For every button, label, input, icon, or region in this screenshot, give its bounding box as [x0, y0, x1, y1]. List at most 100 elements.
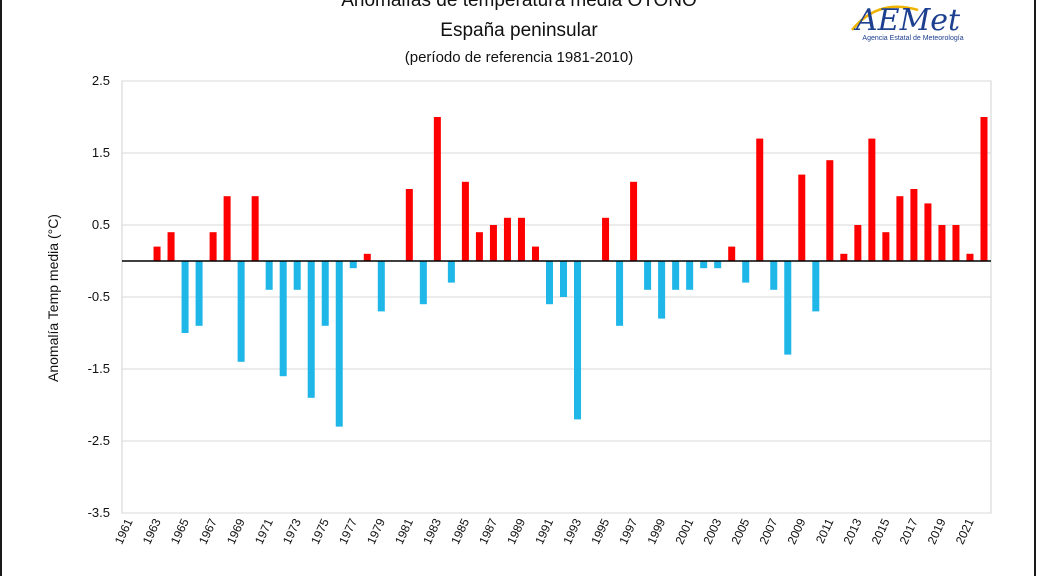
bar-1968 [223, 196, 231, 261]
x-tick-label: 2003 [700, 516, 724, 546]
bar-1992 [560, 261, 568, 297]
bar-2010 [812, 261, 820, 312]
bar-1978 [363, 253, 371, 261]
bar-1984 [447, 261, 455, 283]
x-tick-label: 1965 [168, 516, 192, 546]
bar-2015 [882, 232, 890, 261]
x-tick-label: 1995 [588, 516, 612, 546]
bar-1995 [602, 217, 610, 261]
bar-1965 [181, 261, 189, 333]
bar-2011 [826, 160, 834, 261]
bar-1971 [265, 261, 273, 290]
bar-2012 [840, 253, 848, 261]
chart-title: Anomalías de temperatura media OTOÑO [341, 0, 697, 11]
bar-1976 [335, 261, 343, 427]
bar-2002 [700, 261, 708, 269]
gridlines [121, 80, 992, 514]
bar-1989 [517, 217, 525, 261]
bar-1985 [461, 181, 469, 261]
bar-1970 [251, 196, 259, 261]
chart-subtitle: España peninsular [440, 20, 598, 41]
x-tick-label: 2005 [728, 516, 752, 546]
bar-1990 [531, 246, 539, 261]
chart-note: (período de referencia 1981-2010) [404, 49, 634, 66]
bar-2008 [784, 261, 792, 355]
aemet-logo: AEMet [851, 3, 961, 38]
y-tick-label: 0.5 [92, 217, 110, 232]
y-tick-label: 1.5 [92, 145, 110, 160]
bar-1991 [545, 261, 553, 305]
logo-text: AEMet [853, 3, 961, 38]
bar-2006 [756, 138, 764, 261]
bar-1981 [405, 189, 413, 261]
bar-1964 [167, 232, 175, 261]
x-tick-label: 1981 [392, 516, 416, 546]
bar-2021 [966, 253, 974, 261]
x-tick-label: 2007 [756, 516, 780, 546]
bar-1997 [630, 181, 638, 261]
bar-2020 [952, 225, 960, 261]
bar-2022 [980, 117, 988, 261]
x-tick-label: 1979 [364, 516, 388, 546]
bar-2009 [798, 174, 806, 261]
bars [153, 117, 988, 427]
bar-1982 [419, 261, 427, 305]
bar-1974 [307, 261, 315, 398]
bar-2004 [728, 246, 736, 261]
bar-1993 [574, 261, 582, 420]
x-tick-label: 2001 [672, 516, 696, 546]
y-tick-label: 2.5 [92, 73, 110, 88]
x-tick-label: 1973 [280, 516, 304, 546]
bar-1988 [503, 217, 511, 261]
bar-1966 [195, 261, 203, 326]
bar-2005 [742, 261, 750, 283]
x-tick-label: 1991 [532, 516, 556, 546]
x-tick-label: 2013 [841, 516, 865, 546]
y-tick-label: -3.5 [88, 505, 110, 520]
x-tick-label: 1997 [616, 516, 640, 546]
bar-1972 [279, 261, 287, 377]
x-tick-label: 1969 [224, 516, 248, 546]
x-tick-label: 1989 [504, 516, 528, 546]
x-tick-label: 1961 [112, 516, 136, 546]
bar-2007 [770, 261, 778, 290]
x-tick-label: 2019 [925, 516, 949, 546]
bar-2016 [896, 196, 904, 261]
bar-1986 [475, 232, 483, 261]
x-tick-label: 2021 [953, 516, 977, 546]
x-tick-label: 1987 [476, 516, 500, 546]
x-tick-label: 1963 [140, 516, 164, 546]
y-tick-labels: 2.5 1.5 0.5 -0.5 -1.5 -2.5 -3.5 [88, 73, 110, 520]
bar-2019 [938, 225, 946, 261]
bar-1967 [209, 232, 217, 261]
x-tick-label: 2009 [785, 516, 809, 546]
bar-2003 [714, 261, 722, 269]
x-tick-label: 2015 [869, 516, 893, 546]
x-tick-label: 1983 [420, 516, 444, 546]
x-tick-labels: 1961 1963 1965 1967 1969 1971 1973 1975 1977 1979… [112, 516, 977, 546]
x-tick-label: 1967 [196, 516, 220, 546]
bar-1975 [321, 261, 329, 326]
bar-1979 [377, 261, 385, 312]
x-tick-label: 1977 [336, 516, 360, 546]
y-axis-label: Anomalía Temp media (°C) [45, 214, 61, 382]
bar-2013 [854, 225, 862, 261]
bar-1973 [293, 261, 301, 290]
y-tick-label: -0.5 [88, 289, 110, 304]
bar-2000 [672, 261, 680, 290]
x-tick-label: 1971 [252, 516, 276, 546]
bar-1987 [489, 225, 497, 261]
bar-2018 [924, 203, 932, 261]
x-tick-label: 1993 [560, 516, 584, 546]
x-tick-label: 1999 [644, 516, 668, 546]
bar-1963 [153, 246, 161, 261]
bar-2001 [686, 261, 694, 290]
bar-1996 [616, 261, 624, 326]
bar-2017 [910, 189, 918, 261]
x-tick-label: 1975 [308, 516, 332, 546]
y-tick-label: -2.5 [88, 433, 110, 448]
bar-1999 [658, 261, 666, 319]
x-tick-label: 2011 [813, 516, 837, 546]
